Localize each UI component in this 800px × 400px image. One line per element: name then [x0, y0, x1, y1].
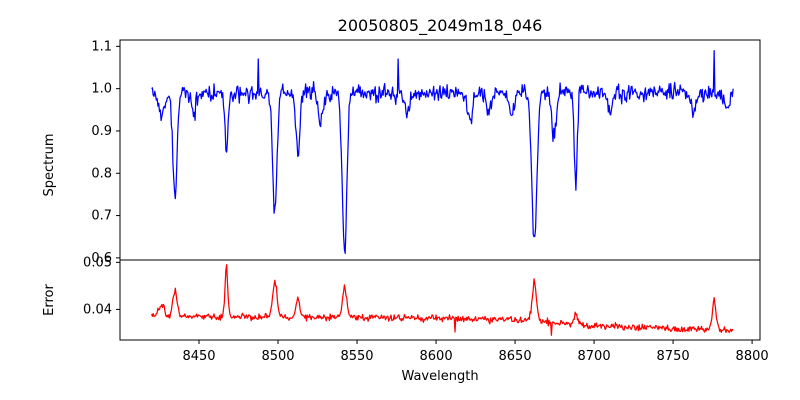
error-y-tick-label: 0.05: [83, 255, 112, 270]
spectrum-panel: 0.6 0.7 0.8 0.9 1.0 1.1: [91, 39, 761, 266]
spectrum-axes-frame: [119, 39, 761, 261]
x-tick-label: 8600: [420, 349, 453, 364]
spectrum-y-axis-label: Spectrum: [42, 134, 57, 197]
spectrum-y-tick-label: 0.6: [91, 251, 112, 266]
x-tick-label: 8550: [340, 349, 373, 364]
error-panel: 0.04 0.05: [83, 255, 761, 341]
spectrum-y-tick-label: 0.7: [91, 209, 112, 224]
x-tick-label: 8500: [261, 349, 294, 364]
spectrum-y-tick-label: 0.8: [91, 166, 112, 181]
spectrum-series-line: [151, 49, 734, 254]
x-tick-label: 8700: [578, 349, 611, 364]
error-axes-frame: [119, 259, 761, 341]
chart-title: 20050805_2049m18_046: [338, 16, 543, 36]
spectrum-y-tick-label: 0.9: [91, 124, 112, 139]
x-tick-label: 8800: [736, 349, 769, 364]
x-tick-label: 8650: [499, 349, 532, 364]
x-tick-label: 8450: [182, 349, 215, 364]
spectrum-y-tick-label: 1.0: [91, 82, 112, 97]
x-axis: 8450 8500 8550 8600 8650 8700 8750 8800: [182, 340, 769, 364]
x-axis-label: Wavelength: [401, 369, 478, 384]
error-series-line: [151, 264, 734, 336]
error-y-tick-label: 0.04: [83, 302, 112, 317]
spectrum-y-tick-label: 1.1: [91, 39, 112, 54]
x-tick-label: 8750: [657, 349, 690, 364]
error-y-axis-label: Error: [42, 284, 57, 316]
